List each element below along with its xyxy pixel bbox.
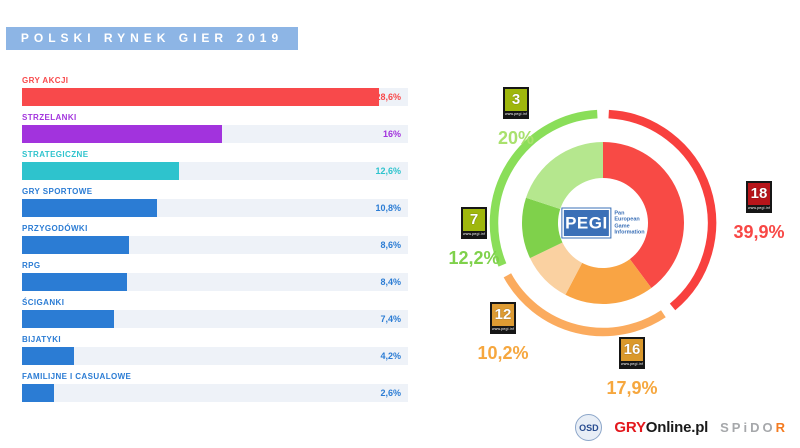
bar-track: 8,4% [22,273,408,291]
bar-fill [22,88,380,106]
pegi-subtitle-line: Pan [614,210,625,216]
bar-category-label: BIJATYKI [22,335,62,344]
bar-row: GRY AKCJI 28,6% [22,76,408,106]
pegi-3-rating: 3 www.pegi.info 20% [477,87,555,149]
bar-fill [22,384,55,402]
donut-segment-pegi-18 [603,142,684,288]
pegi-subtitle-line: Information [614,229,645,236]
spidor-logo-prefix: SPiDO [720,420,776,435]
pegi-18-share: 39,9% [733,222,785,242]
page-title: POLSKI RYNEK GIER 2019 [6,27,298,50]
bar-value-label: 4,2% [380,351,401,361]
bar-fill [22,162,180,180]
pegi-site-label: www.pegi.info [463,231,485,237]
pegi-age-number: 3 [511,91,521,108]
bar-track: 2,6% [22,384,408,402]
pegi-12-share: 10,2% [477,343,529,363]
pegi-logo: PEGI Pan European Game Information [561,207,645,239]
footer-logos: OSD GRYOnline.pl SPiDOR [575,414,788,441]
osd-logo: OSD [575,414,603,441]
bar-value-label: 12,6% [375,166,401,176]
pegi-logo-subtitle: Pan European Game Information [614,210,644,236]
donut-outer-arc-1 [503,273,666,337]
bar-row: GRY SPORTOWE 10,8% [22,187,408,217]
bar-fill [22,236,130,254]
bar-category-label: RPG [22,261,41,270]
bar-fill [22,199,158,217]
pegi-age-number: 12 [494,306,512,323]
gryonline-logo-rest: Online.pl [645,419,709,436]
donut-outer-arc-2 [489,109,598,267]
pegi-18-icon: 18 www.pegi.info [746,181,772,213]
bar-value-label: 8,4% [380,277,401,287]
pegi-donut-chart [489,109,717,337]
spidor-logo: SPiDOR [720,420,788,435]
pegi-site-label: www.pegi.info [505,111,527,117]
pegi-age-number: 18 [750,185,768,202]
bar-value-label: 28,6% [375,92,401,102]
pegi-site-label: www.pegi.info [621,361,643,367]
bar-category-label: PRZYGODÓWKI [22,224,88,233]
pegi-12-rating: 12 www.pegi.info 10,2% [464,302,542,364]
bar-track: 4,2% [22,347,408,365]
bar-track: 8,6% [22,236,408,254]
pegi-subtitle-line: European [614,216,640,223]
spidor-logo-r: R [775,420,788,435]
bar-value-label: 7,4% [380,314,401,324]
pegi-subtitle-line: Game [614,223,630,229]
pegi-age-number: 16 [623,341,641,358]
bar-row: BIJATYKI 4,2% [22,335,408,365]
bar-row: PRZYGODÓWKI 8,6% [22,224,408,254]
pegi-12-icon: 12 www.pegi.info [490,302,516,334]
pegi-7-icon: 7 www.pegi.info [461,207,487,239]
bar-track: 10,8% [22,199,408,217]
donut-segment-pegi-16 [565,259,652,304]
bar-track: 7,4% [22,310,408,328]
bar-fill [22,310,115,328]
bar-category-label: STRATEGICZNE [22,150,89,159]
bar-fill [22,125,222,143]
pegi-site-label: www.pegi.info [748,205,770,211]
gryonline-logo: GRYOnline.pl [614,419,708,436]
bar-value-label: 10,8% [375,203,401,213]
bar-row: STRZELANKI 16% [22,113,408,143]
bar-row: ŚCIGANKI 7,4% [22,298,408,328]
pegi-3-share: 20% [497,128,535,148]
bar-row: STRATEGICZNE 12,6% [22,150,408,180]
bar-category-label: STRZELANKI [22,113,77,122]
donut-outer-arc-0 [608,109,717,311]
bar-category-label: ŚCIGANKI [22,298,65,307]
donut-segment-pegi-3 [526,142,603,209]
bar-value-label: 2,6% [380,388,401,398]
bar-value-label: 16% [382,129,401,139]
bar-track: 12,6% [22,162,408,180]
bar-track: 16% [22,125,408,143]
pegi-age-number: 7 [469,211,479,228]
bar-category-label: FAMILIJNE I CASUALOWE [22,372,132,381]
bar-row: FAMILIJNE I CASUALOWE 2,6% [22,372,408,402]
bar-category-label: GRY AKCJI [22,76,69,85]
bar-fill [22,273,127,291]
bar-value-label: 8,6% [380,240,401,250]
pegi-7-rating: 7 www.pegi.info 12,2% [435,207,513,269]
bar-category-label: GRY SPORTOWE [22,187,93,196]
bar-track: 28,6% [22,88,408,106]
donut-segment-pegi-7 [522,197,563,259]
pegi-16-share: 17,9% [606,378,658,398]
pegi-site-label: www.pegi.info [492,326,514,332]
bar-fill [22,347,75,365]
pegi-logo-box: PEGI [561,207,612,239]
bar-row: RPG 8,4% [22,261,408,291]
pegi-16-icon: 16 www.pegi.info [619,337,645,369]
gryonline-logo-gry: GRY [614,419,646,436]
pegi-7-share: 12,2% [448,248,500,268]
bar-chart: GRY AKCJI 28,6% STRZELANKI 16% STRATEGICZNE 1… [22,76,408,409]
pegi-16-rating: 16 www.pegi.info 17,9% [593,337,671,399]
pegi-18-rating: 18 www.pegi.info 39,9% [720,181,798,243]
pegi-3-icon: 3 www.pegi.info [503,87,529,119]
donut-segment-pegi-12 [530,242,583,295]
